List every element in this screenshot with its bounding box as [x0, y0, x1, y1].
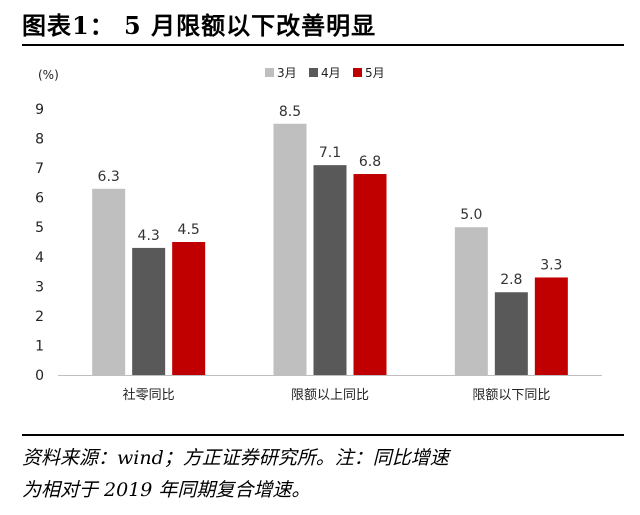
bar: [313, 165, 347, 375]
bar: [534, 277, 568, 375]
data-label: 8.5: [279, 104, 301, 120]
data-label: 4.3: [138, 228, 160, 244]
bar: [494, 292, 528, 375]
legend-swatch: [353, 68, 362, 77]
data-label: 5.0: [460, 207, 482, 223]
x-tick-label: 社零同比: [123, 387, 175, 403]
source-note: 资料来源：wind；方正证券研究所。注：同比增速 为相对于 2019 年同期复合…: [22, 442, 622, 506]
y-tick-label: 9: [35, 102, 44, 118]
bar: [273, 123, 307, 376]
bar: [132, 247, 166, 375]
x-tick-label: 限额以下同比: [472, 388, 550, 403]
data-label: 6.3: [98, 169, 120, 185]
y-tick-label: 1: [35, 338, 44, 354]
bar: [454, 227, 488, 375]
data-label: 3.3: [540, 257, 562, 273]
bar: [353, 174, 387, 375]
source-line-1: 资料来源：wind；方正证券研究所。注：同比增速: [22, 447, 449, 469]
title-rule: [22, 44, 624, 46]
y-tick-label: 2: [35, 309, 44, 325]
y-tick-label: 8: [35, 132, 44, 148]
data-label: 4.5: [178, 222, 200, 238]
legend-swatch: [309, 68, 318, 77]
x-tick-label: 限额以上同比: [291, 388, 369, 403]
data-label: 6.8: [359, 154, 381, 170]
data-label: 2.8: [500, 272, 522, 288]
bar-chart: (%) 0 1 2 3 4 5 6 7 8 9 6.3 4.3 4.5 社零同比 8.5 7.1 6.8 限额以上同…: [35, 66, 602, 403]
bar: [172, 242, 206, 375]
y-tick-label: 0: [35, 368, 44, 384]
y-tick-label: 7: [35, 161, 44, 177]
figure-title: 图表1： 5 月限额以下改善明显: [22, 11, 377, 40]
legend-swatch: [265, 68, 274, 77]
source-rule: [22, 434, 624, 436]
bar: [92, 188, 126, 375]
y-tick-label: 6: [35, 191, 44, 207]
legend-label: 3月: [277, 66, 297, 80]
y-tick-label: 5: [35, 220, 44, 236]
y-tick-label: 4: [35, 250, 44, 266]
data-label: 7.1: [319, 145, 341, 161]
y-tick-label: 3: [35, 279, 44, 295]
y-axis-unit-label: (%): [38, 68, 59, 82]
source-line-2: 为相对于 2019 年同期复合增速。: [22, 479, 311, 501]
legend-label: 4月: [321, 66, 341, 80]
legend-label: 5月: [365, 66, 385, 80]
